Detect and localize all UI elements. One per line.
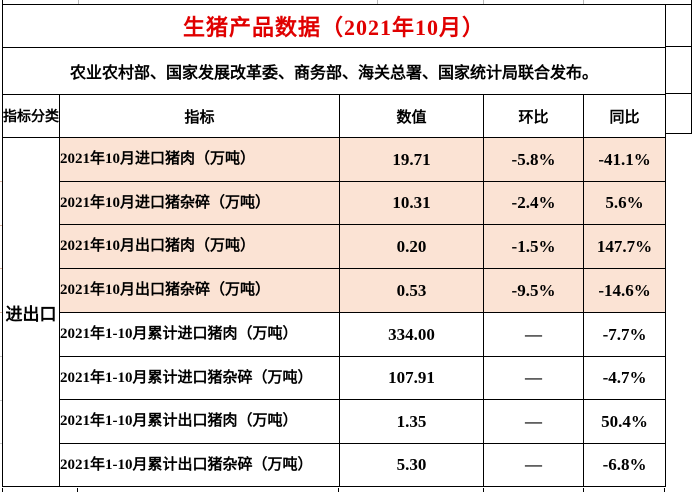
gridline-tick (77, 488, 78, 492)
yoy-cell[interactable]: -4.7% (582, 356, 667, 400)
gridline-tick (338, 488, 339, 492)
mom-cell[interactable]: -5.8% (483, 137, 584, 182)
header-indicator-category[interactable]: 指标分类 (2, 94, 60, 138)
gridline-tick (0, 312, 2, 313)
table-row: 2021年1-10月累计进口猪肉（万吨） 334.00 — -7.7% (3, 312, 667, 357)
indicator-cell[interactable]: 2021年1-10月累计出口猪肉（万吨） (59, 399, 340, 444)
mom-cell[interactable]: — (483, 443, 584, 487)
value-cell[interactable]: 5.30 (339, 443, 484, 487)
data-table: 生猪产品数据（2021年10月） 农业农村部、国家发展改革委、商务部、海关总署、… (1, 4, 667, 487)
gridline-tick (0, 400, 2, 401)
border-line (664, 4, 692, 5)
header-yoy[interactable]: 同比 (582, 94, 667, 138)
value-cell[interactable]: 0.20 (339, 224, 484, 269)
yoy-cell[interactable]: -41.1% (582, 137, 667, 182)
yoy-cell[interactable]: 147.7% (582, 224, 667, 269)
page-title[interactable]: 生猪产品数据（2021年10月） (1, 4, 667, 48)
indicator-cell[interactable]: 2021年10月出口猪杂碎（万吨） (59, 268, 340, 313)
gridline-tick (2, 488, 3, 492)
table-row: 2021年1-10月累计出口猪肉（万吨） 1.35 — 50.4% (3, 399, 667, 444)
indicator-cell[interactable]: 2021年1-10月累计出口猪杂碎（万吨） (59, 443, 340, 487)
table-row: 2021年10月出口猪杂碎（万吨） 0.53 -9.5% -14.6% (3, 268, 667, 313)
gridline-tick (483, 0, 484, 4)
table-row: 2021年1-10月累计出口猪杂碎（万吨） 5.30 — -6.8% (3, 443, 667, 487)
mom-cell[interactable]: — (483, 399, 584, 444)
border-line (665, 46, 692, 47)
table-right-border (691, 0, 692, 134)
mom-cell[interactable]: — (483, 356, 584, 400)
yoy-cell[interactable]: -14.6% (582, 268, 667, 313)
mom-cell[interactable]: — (483, 312, 584, 357)
table-row: 2021年10月进口猪杂碎（万吨） 10.31 -2.4% 5.6% (3, 181, 667, 225)
gridline-tick (377, 0, 378, 4)
value-cell[interactable]: 1.35 (339, 399, 484, 444)
gridline-tick (0, 268, 2, 269)
value-cell[interactable]: 0.53 (339, 268, 484, 313)
indicator-cell[interactable]: 2021年1-10月累计进口猪杂碎（万吨） (59, 356, 340, 400)
value-cell[interactable]: 10.31 (339, 181, 484, 225)
indicator-cell[interactable]: 2021年10月进口猪肉（万吨） (59, 137, 340, 182)
border-line (665, 93, 692, 94)
header-value[interactable]: 数值 (339, 94, 484, 138)
gridline-tick (0, 225, 2, 226)
gridline-tick (0, 356, 2, 357)
header-row: 指标分类 指标 数值 环比 同比 (2, 94, 667, 138)
table-row: 2021年10月出口猪肉（万吨） 0.20 -1.5% 147.7% (3, 224, 667, 269)
subtitle-cell[interactable]: 农业农村部、国家发展改革委、商务部、海关总署、国家统计局联合发布。 (1, 47, 667, 95)
indicator-cell[interactable]: 2021年10月进口猪杂碎（万吨） (59, 181, 340, 225)
gridline-tick (78, 0, 79, 4)
gridline-tick (2, 0, 3, 4)
subtitle-row: 农业农村部、国家发展改革委、商务部、海关总署、国家统计局联合发布。 (1, 47, 667, 95)
indicator-cell[interactable]: 2021年1-10月累计进口猪肉（万吨） (59, 312, 340, 357)
category-cell[interactable]: 进出口 (2, 137, 60, 487)
table-row: 2021年1-10月累计进口猪杂碎（万吨） 107.91 — -4.7% (3, 356, 667, 400)
value-cell[interactable]: 107.91 (339, 356, 484, 400)
gridline-tick (583, 0, 584, 4)
header-indicator[interactable]: 指标 (59, 94, 340, 138)
yoy-cell[interactable]: 50.4% (582, 399, 667, 444)
gridline-tick (483, 488, 484, 492)
mom-cell[interactable]: -1.5% (483, 224, 584, 269)
mom-cell[interactable]: -9.5% (483, 268, 584, 313)
gridline-tick (0, 181, 2, 182)
gridline-tick (664, 488, 665, 492)
value-cell[interactable]: 19.71 (339, 137, 484, 182)
gridline-tick (583, 488, 584, 492)
title-row: 生猪产品数据（2021年10月） (1, 4, 667, 48)
table-row: 进出口 2021年10月进口猪肉（万吨） 19.71 -5.8% -41.1% (2, 137, 667, 487)
header-mom[interactable]: 环比 (483, 94, 584, 138)
yoy-cell[interactable]: 5.6% (582, 181, 667, 225)
yoy-cell[interactable]: -7.7% (582, 312, 667, 357)
value-cell[interactable]: 334.00 (339, 312, 484, 357)
border-line (665, 133, 692, 134)
gridline-tick (0, 443, 2, 444)
yoy-cell[interactable]: -6.8% (582, 443, 667, 487)
mom-cell[interactable]: -2.4% (483, 181, 584, 225)
indicator-cell[interactable]: 2021年10月出口猪肉（万吨） (59, 224, 340, 269)
